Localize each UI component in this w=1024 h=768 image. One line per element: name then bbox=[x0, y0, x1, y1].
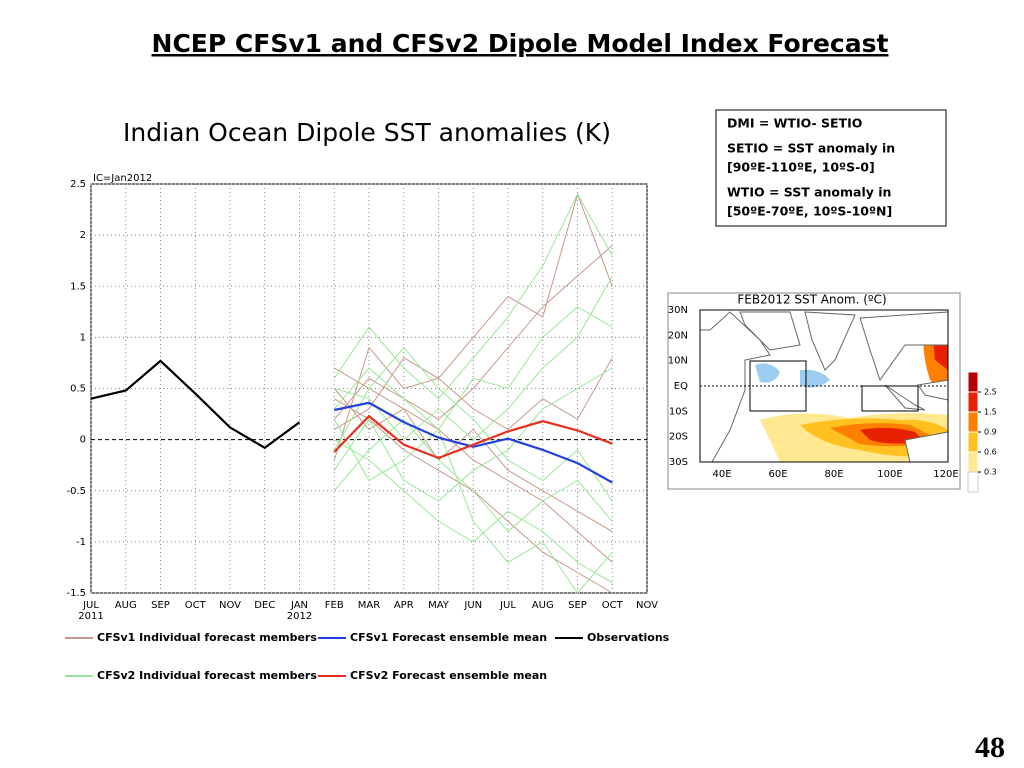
info-text: DMI = WTIO- SETIO SETIO = SST anomaly in [… bbox=[727, 116, 895, 219]
legend-label: Observations bbox=[587, 631, 670, 644]
colorbar-segment bbox=[967, 371, 979, 393]
colorbar-segment bbox=[967, 391, 979, 413]
x-tick-label: SEP bbox=[151, 600, 170, 611]
legend-label: CFSv2 Forecast ensemble mean bbox=[350, 669, 547, 682]
colorbar-label: 1.5 bbox=[984, 408, 997, 417]
member-line bbox=[333, 245, 613, 420]
x-tick-label: JAN bbox=[290, 600, 308, 611]
x-tick-label: APR bbox=[394, 600, 414, 611]
colorbar-segment bbox=[967, 451, 979, 473]
colorbar-label: 0.6 bbox=[984, 448, 997, 457]
legend-label: CFSv1 Individual forecast members bbox=[97, 631, 317, 644]
lat-label: 10N bbox=[668, 356, 688, 367]
colorbar-segment bbox=[967, 431, 979, 453]
x-tick-label: JUL bbox=[82, 600, 99, 611]
member-line bbox=[334, 275, 613, 441]
y-tick-label: -0.5 bbox=[66, 486, 86, 497]
lines bbox=[90, 192, 613, 594]
member-line bbox=[334, 192, 613, 430]
legend-label: CFSv2 Individual forecast members bbox=[97, 669, 317, 682]
x-tick-label: OCT bbox=[185, 600, 207, 611]
y-tick-label: 2 bbox=[80, 230, 86, 241]
x-tick-label: NOV bbox=[219, 600, 241, 611]
member-line bbox=[334, 439, 613, 584]
member-line bbox=[333, 418, 613, 533]
info-box bbox=[715, 109, 947, 227]
colorbar-label: 0.3 bbox=[984, 468, 997, 477]
lat-label: 10S bbox=[669, 406, 688, 417]
slide-title: NCEP CFSv1 and CFSv2 Dipole Model Index … bbox=[152, 29, 889, 58]
member-line bbox=[333, 346, 613, 461]
map-axes: 30N 20N 10N EQ 10S 20S 30S 40E 60E 80E 100E 120E 2.5… bbox=[668, 305, 997, 493]
info-line: DMI = WTIO- SETIO bbox=[727, 116, 862, 131]
x-sublabel: 2012 bbox=[287, 611, 312, 622]
colorbar-segment bbox=[967, 411, 979, 433]
y-tick-label: -1.5 bbox=[66, 588, 86, 599]
x-tick-label: DEC bbox=[254, 600, 275, 611]
x-tick-label: MAR bbox=[358, 600, 380, 611]
series-line bbox=[333, 414, 613, 460]
x-tick-label: SEP bbox=[568, 600, 587, 611]
info-line: [50ºE-70ºE, 10ºS-10ºN] bbox=[727, 204, 892, 219]
colorbar-label: 0.9 bbox=[984, 428, 997, 437]
x-tick-label: OCT bbox=[602, 600, 624, 611]
x-tick-label: JUL bbox=[499, 600, 516, 611]
legend-label: CFSv1 Forecast ensemble mean bbox=[350, 631, 547, 644]
lat-label: 30S bbox=[669, 457, 688, 468]
lon-label: 80E bbox=[824, 469, 843, 480]
lon-label: 60E bbox=[768, 469, 787, 480]
y-tick-label: 1.5 bbox=[70, 281, 86, 292]
legend: CFSv1 Individual forecast members CFSv1 F… bbox=[65, 631, 670, 682]
x-sublabel: 2011 bbox=[78, 611, 103, 622]
colorbar-label: 2.5 bbox=[984, 388, 997, 397]
x-tick-label: AUG bbox=[532, 600, 554, 611]
lat-label: 20S bbox=[669, 432, 688, 443]
lat-label: EQ bbox=[674, 381, 688, 392]
lon-label: 120E bbox=[933, 469, 958, 480]
page-number: 48 bbox=[975, 731, 1005, 764]
member-line bbox=[333, 306, 613, 431]
x-tick-label: MAY bbox=[428, 600, 450, 611]
info-line: WTIO = SST anomaly in bbox=[727, 185, 891, 200]
member-line bbox=[333, 346, 613, 502]
y-tick-label: 1 bbox=[80, 332, 86, 343]
lat-label: 20N bbox=[668, 330, 688, 341]
member-line bbox=[333, 388, 613, 533]
x-tick-label: NOV bbox=[636, 600, 658, 611]
lat-label: 30N bbox=[668, 305, 688, 316]
annotation: IC=Jan2012 bbox=[93, 173, 152, 184]
map-title: FEB2012 SST Anom. (ºC) bbox=[737, 293, 886, 307]
x-tick-label: FEB bbox=[325, 600, 344, 611]
y-tick-label: 2.5 bbox=[70, 179, 86, 190]
chart-title: Indian Ocean Dipole SST anomalies (K) bbox=[123, 118, 611, 147]
member-line bbox=[333, 193, 613, 400]
y-tick-label: 0.5 bbox=[70, 384, 86, 395]
info-line: SETIO = SST anomaly in bbox=[727, 141, 895, 156]
map bbox=[699, 309, 949, 463]
lon-label: 100E bbox=[877, 469, 902, 480]
x-tick-label: JUN bbox=[463, 600, 482, 611]
series-line bbox=[334, 401, 613, 484]
series-line bbox=[90, 359, 301, 450]
x-tick-label: AUG bbox=[115, 600, 137, 611]
colorbar-segment bbox=[967, 471, 979, 493]
y-tick-label: -1 bbox=[76, 537, 86, 548]
y-tick-label: 0 bbox=[80, 435, 86, 446]
member-line bbox=[333, 418, 613, 594]
member-line bbox=[334, 367, 613, 563]
lon-label: 40E bbox=[712, 469, 731, 480]
info-line: [90ºE-110ºE, 10ºS-0] bbox=[727, 160, 875, 175]
